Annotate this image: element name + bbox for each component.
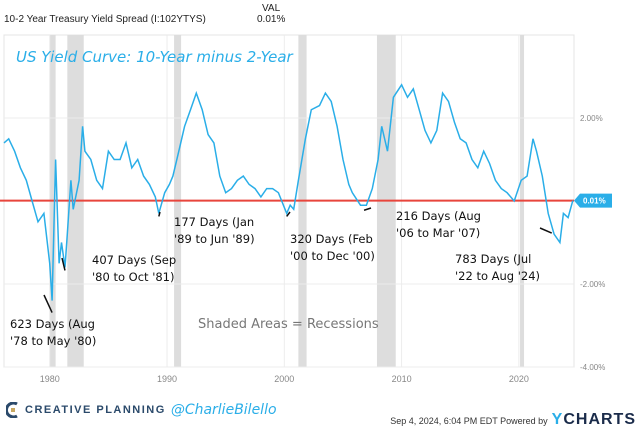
annotation-text: 407 Days (Sep [92,253,176,267]
ycharts-logo: YCHARTS [552,411,636,429]
footer-right: Sep 4, 2024, 6:04 PM EDT Powered by YCHA… [390,411,636,429]
series-label: 10-2 Year Treasury Yield Spread (I:102YT… [4,14,206,25]
x-tick-label: 1990 [157,374,177,384]
annotation-text: 623 Days (Aug [10,317,95,331]
x-tick-label: 1980 [40,374,60,384]
annotation-text: '06 to Mar '07) [396,226,480,240]
ycharts-logo-text: CHARTS [563,411,636,428]
y-tick-label: -4.00% [580,363,605,372]
annotation-leader [539,227,553,234]
annotation-text: 216 Days (Aug [396,209,481,223]
x-tick-label: 2000 [274,374,294,384]
current-value: 0.01% [257,14,286,25]
annotation-text: '78 to May '80) [10,334,96,348]
brand-name: CREATIVE PLANNING [25,404,166,416]
annotation-text: '80 to Oct '81) [92,270,174,284]
annotation-leader [286,211,291,217]
annotation-text: 177 Days (Jan [174,215,254,229]
annotation-leader [158,211,161,217]
x-tick-label: 2020 [509,374,529,384]
annotation-leader [363,207,372,211]
y-tick-label: -2.00% [580,280,605,289]
x-tick-label: 2010 [392,374,412,384]
recession-note: Shaded Areas = Recessions [198,317,379,332]
annotation-text: 783 Days (Jul [455,252,531,266]
timestamp: Sep 4, 2024, 6:04 PM EDT Powered by [390,416,548,426]
chart-title: US Yield Curve: 10-Year minus 2-Year [16,48,294,66]
annotation-text: '89 to Jun '89) [174,232,255,246]
current-value-badge-label: 0.01% [583,197,606,206]
twitter-handle: @CharlieBilello [170,402,277,418]
annotation-text: '22 to Aug '24) [455,269,540,283]
current-value-badge [574,193,612,208]
y-tick-label: 2.00% [580,114,603,123]
annotation-text: '00 to Dec '00) [290,249,375,263]
annotation-text: 320 Days (Feb [290,232,373,246]
annotation-leader [61,257,66,271]
annotation-leader [43,294,53,313]
ycharts-logo-y: Y [551,411,564,428]
creative-planning-brand: CREATIVE PLANNING @CharlieBilello [6,402,277,418]
creative-planning-logo-icon [6,402,18,418]
spread-line [3,83,574,301]
val-header: VAL [262,3,281,14]
